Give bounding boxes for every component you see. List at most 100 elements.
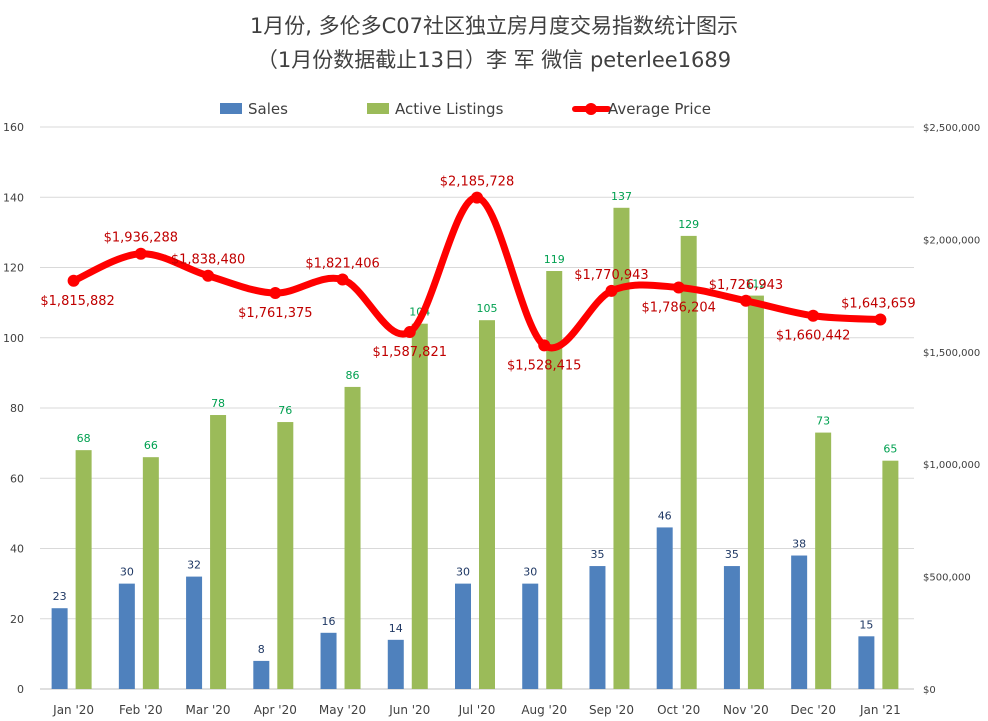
listings-data-label: 78 <box>211 397 225 410</box>
x-tick-label: Aug '20 <box>521 703 567 717</box>
y-right-tick-label: $500,000 <box>923 573 971 584</box>
price-point <box>538 339 551 352</box>
y-left-tick-label: 0 <box>17 683 24 696</box>
listings-bar <box>75 450 92 689</box>
price-data-label: $1,936,288 <box>104 231 178 246</box>
y-left-tick-label: 140 <box>3 191 24 204</box>
price-point <box>874 313 887 326</box>
sales-data-label: 32 <box>187 559 201 572</box>
price-point <box>672 281 685 294</box>
listings-bar <box>142 457 159 689</box>
legend-sales-label: Sales <box>248 100 288 118</box>
price-data-label: $1,528,415 <box>507 358 581 373</box>
sales-bar <box>387 639 404 689</box>
listings-data-label: 129 <box>678 218 699 231</box>
sales-bar <box>858 636 875 689</box>
listings-data-label: 112 <box>745 278 766 291</box>
x-tick-label: Oct '20 <box>657 703 700 717</box>
y-left-tick-label: 40 <box>10 543 24 556</box>
x-tick-label: Jun '20 <box>388 703 430 717</box>
chart-subtitle: （1月份数据截止13日）李 军 微信 peterlee1689 <box>256 48 732 72</box>
legend-listings-swatch <box>367 103 389 114</box>
price-point <box>202 269 215 282</box>
x-tick-label: Apr '20 <box>254 703 297 717</box>
sales-bar <box>118 583 135 689</box>
listings-bar <box>344 386 361 689</box>
sales-bar <box>253 660 270 689</box>
listings-data-label: 105 <box>477 302 498 315</box>
price-data-label: $1,770,943 <box>574 268 648 283</box>
price-data-label: $1,660,442 <box>776 329 850 344</box>
price-point <box>403 326 416 339</box>
sales-data-label: 30 <box>120 566 134 579</box>
listings-bar <box>546 271 563 689</box>
listings-bar <box>479 320 495 689</box>
price-point <box>67 274 80 287</box>
legend-price-marker <box>585 103 597 115</box>
sales-bar <box>320 632 337 689</box>
price-point <box>134 247 147 260</box>
legend-sales-swatch <box>220 103 242 114</box>
legend-listings-label: Active Listings <box>395 100 504 118</box>
y-left-tick-label: 100 <box>3 332 24 345</box>
sales-bar <box>455 583 471 689</box>
sales-bar <box>51 608 68 689</box>
listings-bar <box>411 323 428 689</box>
x-tick-label: Nov '20 <box>723 703 769 717</box>
y-left-tick-label: 120 <box>3 262 24 275</box>
price-data-label: $1,815,882 <box>40 294 114 309</box>
price-data-label: $1,786,204 <box>641 300 715 315</box>
listings-data-label: 66 <box>144 439 158 452</box>
y-left-tick-label: 60 <box>10 472 24 485</box>
price-point <box>807 309 820 322</box>
sales-bar <box>723 566 740 689</box>
price-data-label: $2,185,728 <box>440 175 514 190</box>
legend-price-label: Average Price <box>608 100 711 118</box>
listings-data-label: 86 <box>346 369 360 382</box>
sales-bar <box>791 555 808 689</box>
x-tick-label: Sep '20 <box>589 703 634 717</box>
y-right-tick-label: $0 <box>923 685 936 696</box>
x-tick-label: Dec '20 <box>790 703 836 717</box>
listings-bar <box>613 207 630 689</box>
price-data-label: $1,821,406 <box>305 257 379 272</box>
listings-data-label: 76 <box>278 404 292 417</box>
sales-data-label: 30 <box>523 566 537 579</box>
y-right-tick-label: $2,000,000 <box>923 235 980 246</box>
price-data-label: $1,761,375 <box>238 306 312 321</box>
sales-data-label: 46 <box>658 509 672 522</box>
price-data-label: $1,726,943 <box>709 278 783 293</box>
sales-data-label: 14 <box>389 622 403 635</box>
y-left-tick-label: 160 <box>3 121 24 134</box>
listings-bar <box>882 460 899 689</box>
listings-bar <box>815 432 832 689</box>
sales-data-label: 38 <box>792 538 806 551</box>
y-right-tick-label: $1,500,000 <box>923 348 980 359</box>
x-tick-label: Feb '20 <box>119 703 163 717</box>
sales-data-label: 16 <box>322 615 336 628</box>
y-left-tick-label: 20 <box>10 613 24 626</box>
sales-bar <box>522 583 539 689</box>
price-data-label: $1,838,480 <box>171 253 245 268</box>
sales-data-label: 23 <box>53 590 67 603</box>
sales-data-label: 15 <box>859 618 873 631</box>
price-data-label: $1,587,821 <box>373 345 447 360</box>
sales-bar <box>589 566 606 689</box>
x-tick-label: Jan '20 <box>52 703 94 717</box>
chart-title: 1月份, 多伦多C07社区独立房月度交易指数统计图示 <box>249 14 739 38</box>
x-tick-label: May '20 <box>319 703 366 717</box>
listings-data-label: 68 <box>77 432 91 445</box>
x-tick-label: Jul '20 <box>458 703 496 717</box>
listings-bar <box>747 295 764 689</box>
listings-data-label: 73 <box>816 415 830 428</box>
price-data-label: $1,643,659 <box>841 297 915 312</box>
sales-bar <box>186 576 203 689</box>
sales-data-label: 35 <box>725 548 739 561</box>
listings-bar <box>277 422 294 689</box>
price-point <box>471 191 483 204</box>
y-right-tick-label: $1,000,000 <box>923 460 980 471</box>
sales-data-label: 30 <box>456 566 470 579</box>
x-tick-label: Jan '21 <box>859 703 901 717</box>
